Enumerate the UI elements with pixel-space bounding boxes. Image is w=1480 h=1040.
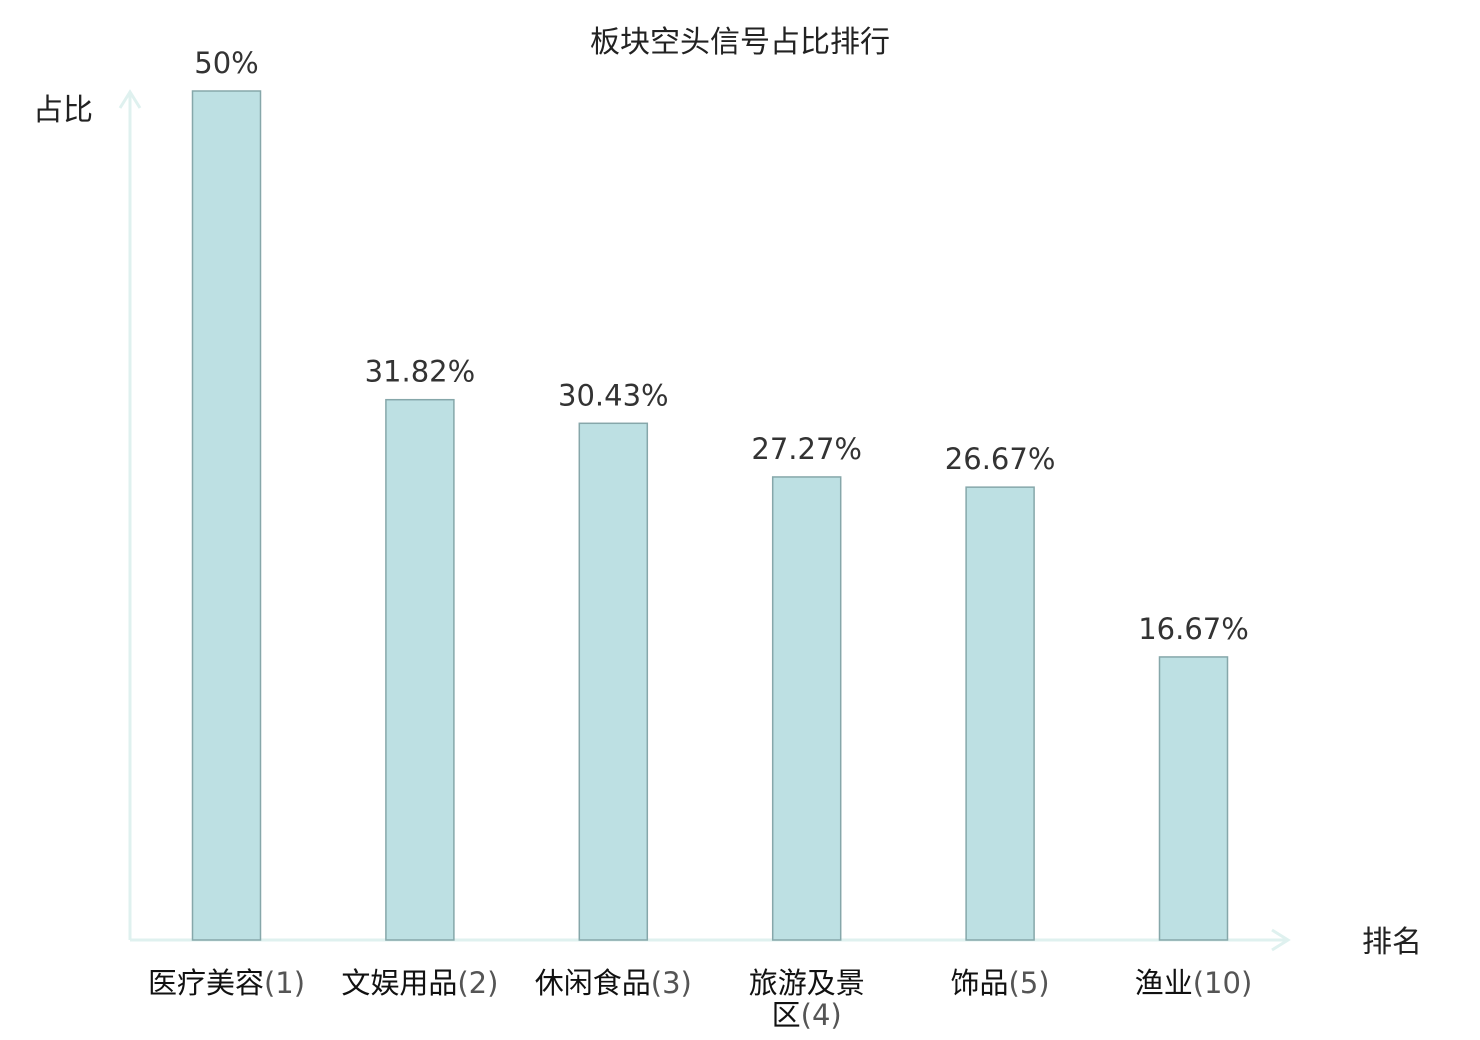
category-name: 饰品 [951, 966, 1009, 1000]
category-label-4-line2: 区(4) [772, 998, 842, 1032]
x-axis-label: 排名 [1362, 925, 1422, 960]
category-label-2: 文娱用品(2) [341, 966, 498, 1000]
category-label-3: 休闲食品(3) [535, 966, 692, 1000]
category-rank: (10) [1193, 966, 1253, 1000]
category-rank: (5) [1009, 966, 1050, 1000]
value-label-6: 16.67% [1138, 612, 1249, 646]
category-label-5: 饰品(5) [951, 966, 1050, 1000]
category-rank: (1) [264, 966, 305, 1000]
value-label-3: 30.43% [558, 378, 669, 412]
category-rank: (2) [457, 966, 498, 1000]
bar-4 [771, 476, 842, 941]
category-rank: (4) [801, 998, 842, 1032]
value-label-5: 26.67% [945, 442, 1056, 476]
category-label-1: 医疗美容(1) [148, 966, 305, 1000]
category-label-4: 旅游及景 [749, 966, 865, 1000]
y-axis-label: 占比 [33, 93, 93, 128]
category-name: 休闲食品 [535, 966, 651, 1000]
bar-1 [191, 90, 262, 941]
y-axis-arrow [118, 89, 142, 109]
chart-title: 板块空头信号占比排行 [590, 25, 890, 60]
value-label-4: 27.27% [751, 432, 862, 466]
category-name: 渔业 [1135, 966, 1193, 1000]
category-name: 文娱用品 [341, 966, 457, 1000]
bar-2 [385, 398, 455, 941]
category-name: 医疗美容 [148, 966, 264, 1000]
x-axis-arrow [1271, 928, 1291, 952]
value-label-1: 50% [194, 46, 258, 80]
value-label-2: 31.82% [365, 355, 476, 389]
bar-6 [1158, 656, 1229, 941]
bar-5 [965, 486, 1035, 941]
category-rank: (3) [651, 966, 692, 1000]
category-label-6: 渔业(10) [1135, 966, 1253, 1000]
bar-3 [578, 422, 649, 941]
category-name-rest: 区 [772, 998, 801, 1032]
